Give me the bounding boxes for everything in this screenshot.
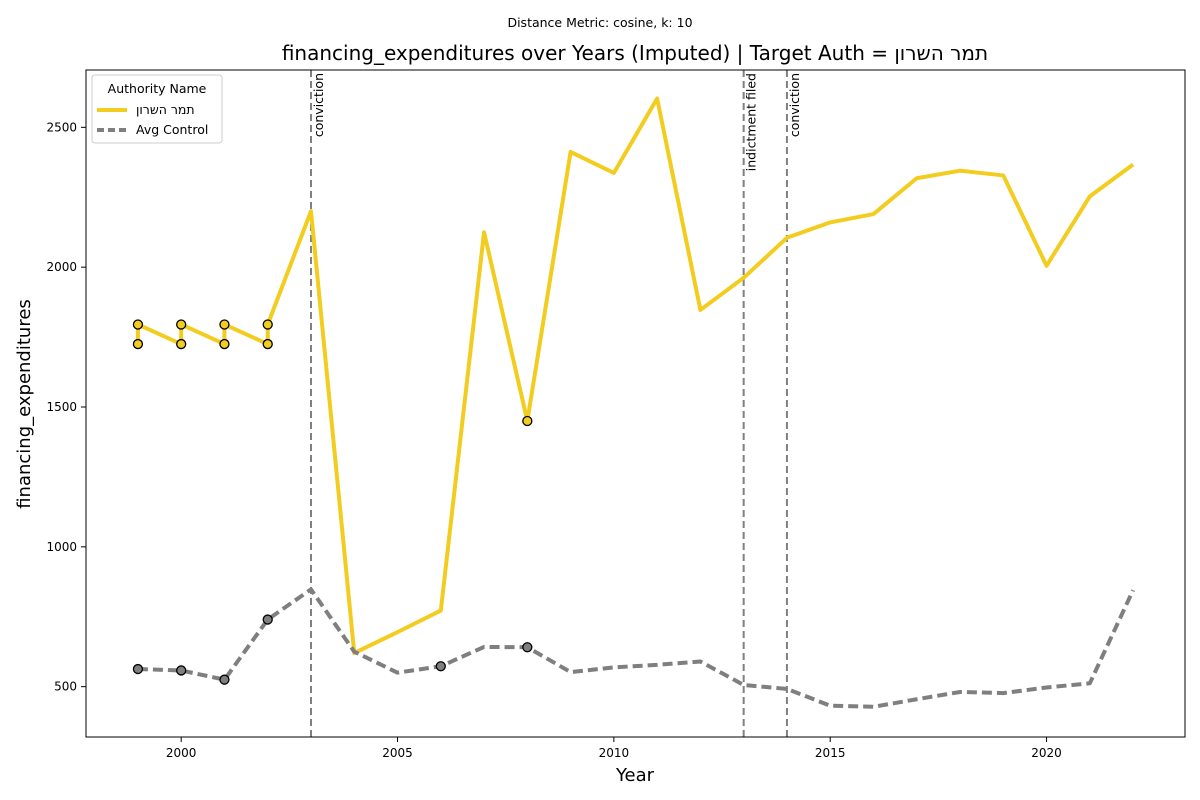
legend-title: Authority Name: [108, 81, 207, 96]
legend-label-target: תמר השרון: [136, 102, 195, 117]
legend-box: [91, 74, 223, 144]
data-point-target: [219, 319, 230, 330]
event-label: conviction: [787, 73, 802, 137]
x-tick-label: 2015: [815, 746, 846, 760]
chart-suptitle: Distance Metric: cosine, k: 10: [507, 15, 692, 30]
data-point-target: [522, 415, 533, 427]
data-point-target: [132, 338, 144, 350]
series-line-target: [135, 96, 1135, 656]
data-point-target: [132, 319, 144, 330]
x-tick-label: 2000: [166, 746, 197, 760]
y-tick-label: 2000: [46, 260, 77, 274]
x-tick-label: 2020: [1031, 746, 1062, 760]
data-point-avg-control: [219, 674, 230, 685]
data-point-target: [262, 338, 273, 350]
data-point-avg-control: [132, 663, 144, 675]
data-point-avg-control: [522, 642, 533, 653]
x-tick-label: 2010: [599, 746, 630, 760]
event-label: conviction: [311, 73, 326, 137]
y-tick-label: 2500: [46, 120, 77, 134]
chart-title: financing_expenditures over Years (Imput…: [282, 41, 988, 65]
data-point-avg-control: [262, 614, 273, 625]
data-point-avg-control: [435, 661, 446, 672]
data-point-avg-control: [176, 665, 187, 676]
y-tick-label: 500: [54, 680, 77, 694]
data-point-target: [219, 338, 230, 350]
data-point-target: [262, 319, 273, 330]
plot-area: conviction indictment filed conviction 2000…: [46, 69, 1186, 760]
y-tick-label: 1000: [46, 540, 77, 554]
axes-frame: [85, 69, 1186, 738]
series-line-avg-control: [137, 587, 1135, 709]
data-point-target: [176, 319, 187, 330]
y-axis-label: financing_expenditures: [14, 299, 35, 509]
event-label: indictment filed: [744, 73, 759, 171]
legend: Authority Name תמר השרון Avg Control: [91, 74, 223, 144]
x-tick-label: 2005: [382, 746, 413, 760]
data-point-target: [176, 338, 187, 350]
y-tick-label: 1500: [46, 400, 77, 414]
legend-label-avg-control: Avg Control: [136, 122, 208, 137]
x-axis-label: Year: [615, 765, 655, 786]
